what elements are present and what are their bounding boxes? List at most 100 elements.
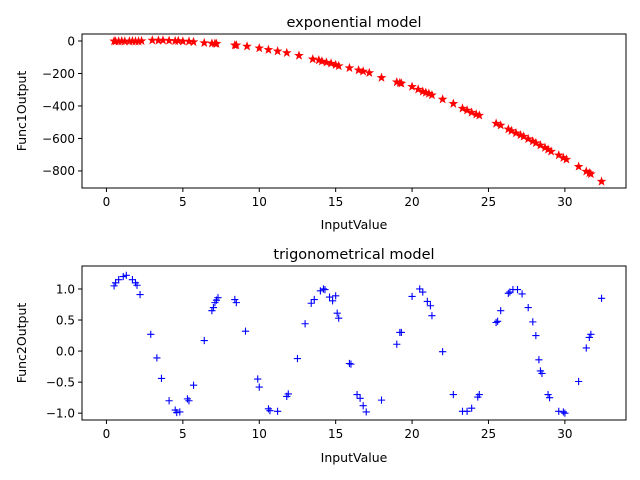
data-point: [585, 333, 593, 342]
data-point: [544, 390, 552, 399]
x-tick-label: 30: [557, 427, 572, 441]
data-point: [466, 107, 477, 117]
data-point: [495, 120, 506, 130]
data-point: [326, 58, 336, 68]
data-point: [492, 318, 500, 327]
y-tick-label: 0.0: [56, 344, 75, 358]
data-point: [393, 340, 401, 348]
data-point: [184, 36, 194, 46]
data-point: [504, 289, 512, 297]
subplot-exponential-model: exponential model 0 5 10 15 20 25 30 0 −200 −400…: [14, 15, 627, 232]
data-point: [474, 110, 485, 120]
data-point: [573, 161, 584, 171]
data-point: [173, 408, 181, 417]
data-point: [310, 295, 318, 304]
data-point: [242, 41, 252, 51]
data-point: [110, 282, 118, 290]
subplot-trigonometrical-model: trigonometrical model 0 5 10 15 20 25 30 1.0 0.…: [14, 247, 627, 465]
data-point: [518, 290, 526, 298]
x-tick-label: 0: [103, 195, 111, 209]
data-point: [462, 105, 472, 115]
data-point: [165, 397, 173, 405]
x-tick-label: 20: [404, 195, 419, 209]
y-tick-label: −400: [42, 99, 75, 113]
chart-title: trigonometrical model: [273, 247, 434, 263]
data-point: [408, 292, 416, 301]
data-point: [307, 299, 315, 307]
x-tick-label: 20: [404, 427, 419, 441]
data-point: [329, 297, 337, 305]
x-tick-label: 25: [481, 427, 496, 441]
data-point: [333, 309, 341, 317]
data-point: [321, 285, 329, 294]
data-point: [561, 154, 572, 164]
data-point: [597, 294, 606, 302]
y-axis-label: Func2Output: [14, 303, 29, 384]
data-point: [362, 408, 370, 416]
data-point: [518, 131, 529, 141]
data-point: [231, 295, 239, 304]
data-point: [426, 302, 435, 310]
data-point: [164, 35, 174, 45]
y-tick-label: −0.5: [46, 375, 75, 389]
data-point: [273, 407, 282, 415]
data-point: [136, 35, 147, 46]
data-point: [232, 299, 240, 307]
data-point: [439, 348, 447, 356]
data-point: [307, 54, 318, 64]
data-point: [255, 383, 263, 391]
data-point: [561, 409, 569, 417]
data-point: [468, 404, 476, 412]
data-point: [254, 375, 262, 383]
data-point: [491, 118, 501, 128]
data-point: [344, 62, 355, 73]
data-point: [153, 354, 161, 362]
data-point: [293, 354, 302, 363]
x-tick-label: 5: [179, 195, 187, 209]
data-series: [109, 35, 607, 186]
data-point: [301, 320, 309, 328]
data-point: [596, 176, 607, 186]
data-point: [359, 402, 367, 410]
data-point: [209, 304, 218, 312]
data-point: [457, 103, 468, 113]
chart-title: exponential model: [286, 15, 421, 31]
data-point: [419, 288, 427, 296]
data-point: [511, 127, 521, 138]
x-axis-label: InputValue: [321, 450, 388, 465]
data-point: [575, 377, 583, 386]
data-point: [582, 344, 590, 352]
x-tick-label: 10: [252, 427, 267, 441]
data-point: [214, 294, 222, 302]
data-point: [272, 46, 283, 56]
data-point: [231, 40, 242, 50]
data-point: [176, 408, 184, 416]
data-point: [189, 381, 198, 389]
data-point: [448, 98, 459, 108]
data-point: [263, 44, 274, 54]
data-point: [437, 94, 448, 104]
data-point: [413, 84, 424, 94]
data-point: [128, 276, 137, 284]
data-point: [188, 36, 199, 47]
data-point: [423, 297, 431, 305]
data-point: [535, 356, 543, 364]
data-point: [523, 133, 534, 144]
data-point: [535, 140, 546, 150]
data-point: [545, 394, 554, 402]
data-point: [112, 279, 120, 287]
data-point: [208, 307, 216, 315]
data-point: [396, 78, 407, 88]
data-point: [173, 35, 184, 45]
data-point: [532, 331, 540, 340]
data-point: [356, 394, 364, 402]
data-point: [587, 330, 595, 338]
data-point: [463, 407, 471, 415]
data-point: [158, 35, 168, 45]
data-point: [284, 390, 292, 398]
data-point: [377, 396, 386, 404]
data-point: [494, 317, 502, 325]
data-point: [200, 336, 208, 345]
data-point: [211, 38, 222, 48]
